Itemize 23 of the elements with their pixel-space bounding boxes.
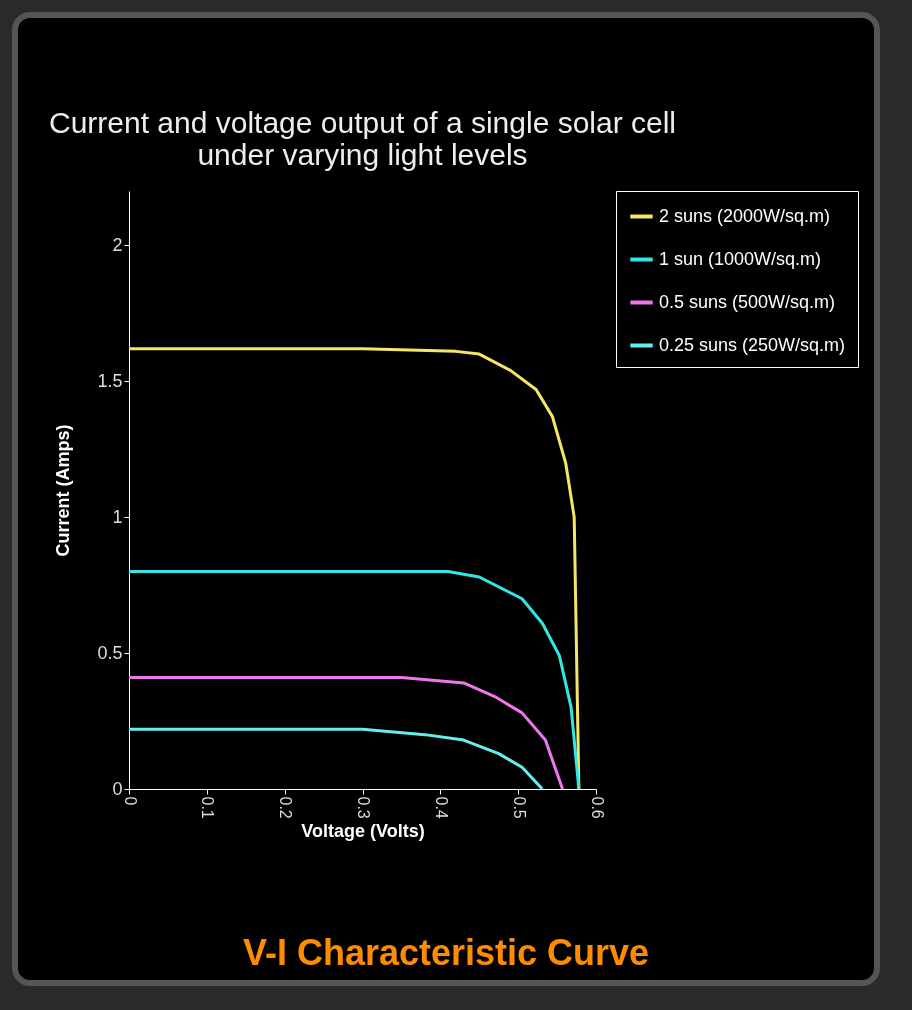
x-tick-label: 0.1	[199, 796, 217, 819]
y-axis-title: Current (Amps)	[53, 424, 74, 557]
x-tick-label: 0	[121, 796, 139, 806]
y-tick-label: 1.5	[97, 370, 123, 391]
y-tick-label: 0.5	[97, 642, 123, 663]
x-tick-label: 0.6	[588, 796, 606, 819]
x-axis-title: Voltage (Volts)	[301, 820, 425, 841]
legend-label: 1 sun (1000W/sq.m)	[659, 248, 822, 269]
x-tick-label: 0.4	[432, 796, 450, 819]
text: Current and voltage output of a single solar cell	[48, 105, 677, 139]
line-series	[129, 676, 565, 789]
line-series	[129, 727, 544, 789]
x-tick-label: 0.2	[277, 796, 295, 819]
legend-label: 2 suns (2000W/sq.m)	[659, 205, 831, 226]
text: V-I Characteristic Curve	[241, 932, 651, 974]
y-tick-label: 2	[112, 234, 123, 255]
legend-label: 0.25 suns (250W/sq.m)	[659, 334, 846, 355]
line-series	[129, 570, 581, 789]
x-tick-label: 0.3	[355, 796, 372, 819]
legend-label: 0.5 suns (500W/sq.m)	[659, 291, 836, 312]
y-tick-label: 1	[112, 506, 123, 527]
y-tick-label: 0	[112, 778, 123, 799]
x-tick-label: 0.5	[510, 796, 528, 819]
